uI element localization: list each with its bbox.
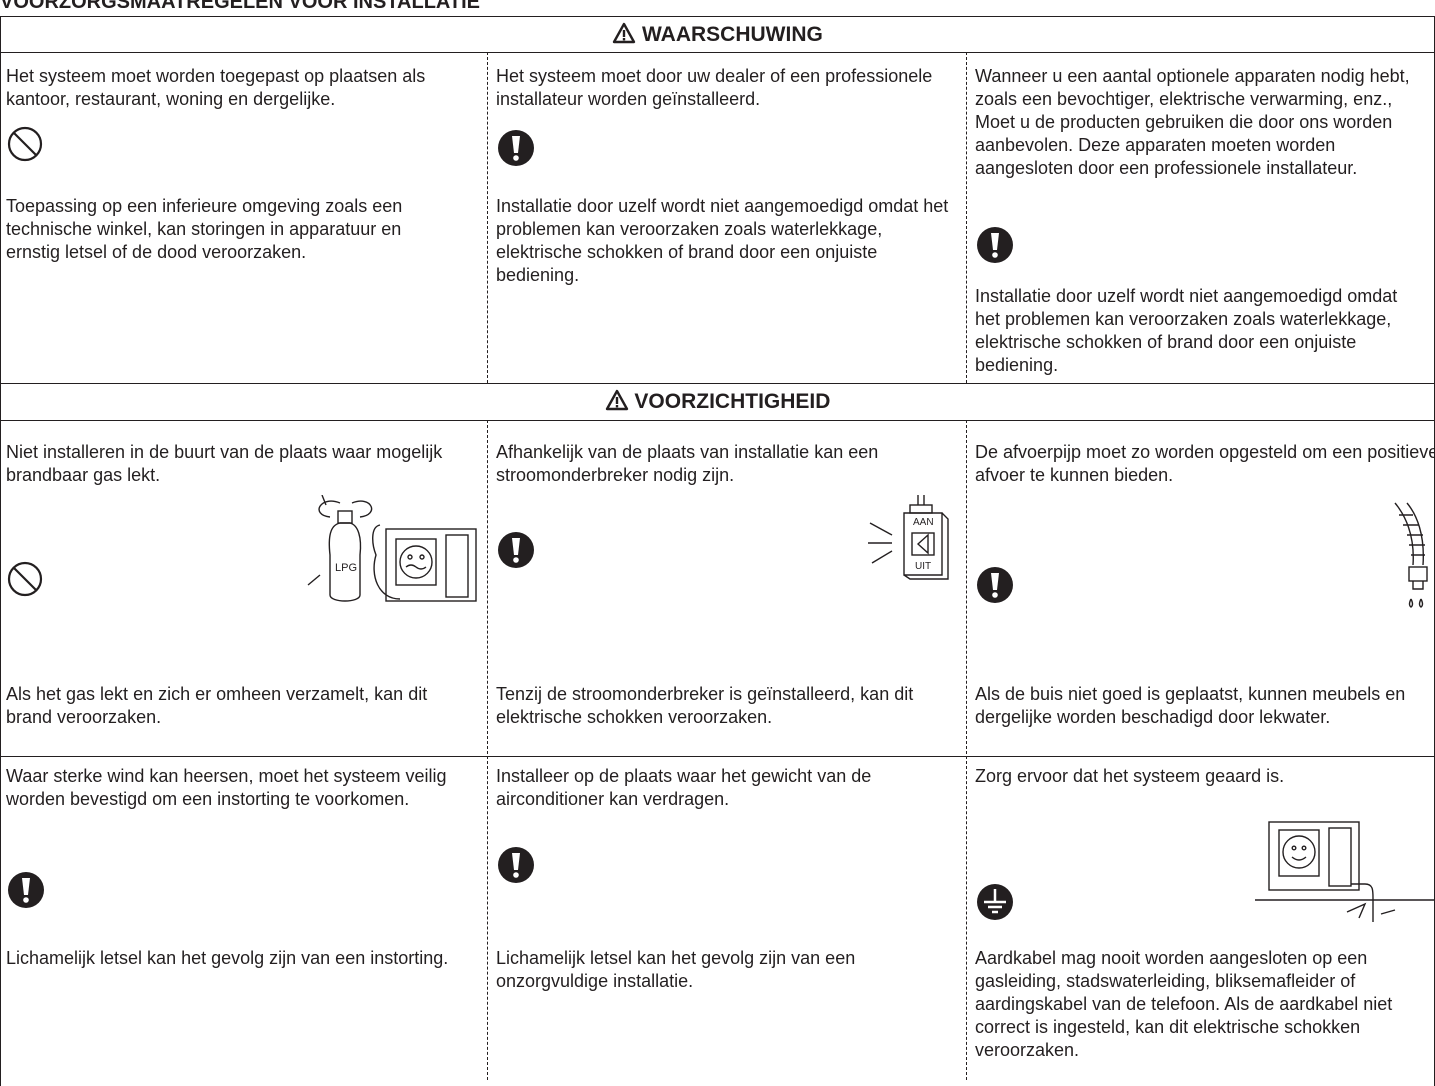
mandatory-icon bbox=[8, 872, 44, 908]
gas-illustration: LPG bbox=[307, 495, 477, 602]
cell-text: Waar sterke wind kan heersen, moet het s… bbox=[6, 766, 447, 809]
cell-text: Het systeem moet door uw dealer of een p… bbox=[496, 66, 933, 109]
cell-text: Afhankelijk van de plaats van installati… bbox=[496, 442, 879, 485]
page-title: VOORZORGSMAATREGELEN VOOR INSTALLATIE bbox=[0, 0, 480, 13]
prohibition-icon bbox=[7, 561, 43, 597]
section-heading: VOORZICHTIGHEID bbox=[0, 384, 1435, 420]
section-heading: WAARSCHUWING bbox=[0, 17, 1435, 53]
rule bbox=[0, 16, 1435, 17]
mandatory-icon bbox=[977, 567, 1013, 603]
mandatory-icon bbox=[498, 130, 534, 166]
figure-label: AAN bbox=[913, 517, 934, 528]
hose-illustration bbox=[1394, 502, 1428, 608]
cell-text: Tenzij de stroomonderbreker is geïnstall… bbox=[496, 684, 914, 727]
rule bbox=[0, 383, 1435, 384]
ground-illustration bbox=[1255, 821, 1435, 922]
heading-text: WAARSCHUWING bbox=[642, 23, 823, 46]
breaker-illustration: AAN UIT bbox=[868, 495, 949, 580]
rule bbox=[0, 52, 1435, 53]
cell-text: Toepassing op een inferieure omgeving zo… bbox=[6, 196, 403, 262]
warning-icon bbox=[605, 389, 628, 411]
divider bbox=[487, 420, 488, 1080]
prohibition-icon bbox=[7, 126, 43, 162]
cell-text: Aardkabel mag nooit worden aangesloten o… bbox=[975, 948, 1393, 1060]
mandatory-icon bbox=[498, 847, 534, 883]
divider bbox=[966, 52, 967, 383]
rule bbox=[0, 756, 1435, 757]
ground-icon bbox=[977, 884, 1013, 920]
cell-text: Zorg ervoor dat het systeem geaard is. bbox=[975, 766, 1285, 786]
cell-text: Als het gas lekt en zich er omheen verza… bbox=[6, 684, 428, 727]
heading-text: VOORZICHTIGHEID bbox=[634, 390, 831, 413]
cell-text: Installatie door uzelf wordt niet aangem… bbox=[496, 196, 949, 285]
cell-text: Installeer op de plaats waar het gewicht… bbox=[496, 766, 872, 809]
divider bbox=[487, 52, 488, 383]
cell-text: Het systeem moet worden toegepast op pla… bbox=[6, 66, 426, 109]
cell-text: Wanneer u een aantal optionele apparaten… bbox=[975, 66, 1410, 178]
figure-label: UIT bbox=[915, 561, 931, 572]
mandatory-icon bbox=[498, 532, 534, 568]
divider bbox=[966, 420, 967, 1080]
cell-text: Niet installeren in de buurt van de plaa… bbox=[6, 442, 443, 485]
rule bbox=[0, 420, 1435, 421]
mandatory-icon bbox=[977, 227, 1013, 263]
cell-text: Lichamelijk letsel kan het gevolg zijn v… bbox=[496, 948, 856, 991]
cell-text: De afvoerpijp moet zo worden opgesteld o… bbox=[975, 442, 1435, 485]
cell-text: Als de buis niet goed is geplaatst, kunn… bbox=[975, 684, 1406, 727]
cell-text: Lichamelijk letsel kan het gevolg zijn v… bbox=[6, 948, 449, 968]
cell-text: Installatie door uzelf wordt niet aangem… bbox=[975, 286, 1398, 375]
figure-label: LPG bbox=[335, 562, 357, 574]
warning-icon bbox=[612, 22, 636, 44]
